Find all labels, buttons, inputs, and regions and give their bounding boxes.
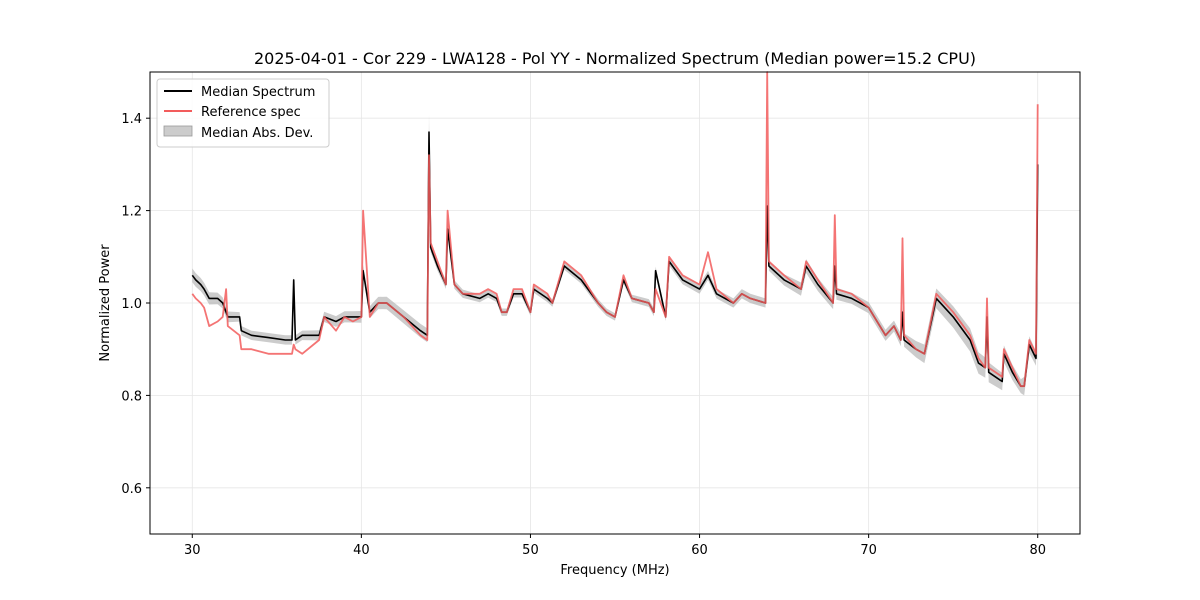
legend-mad-swatch [163,125,193,137]
legend-median-label: Median Spectrum [201,85,315,100]
legend: Median Spectrum Reference spec Median Ab… [156,78,330,148]
x-tick-label: 60 [691,543,708,558]
legend-box [156,78,330,148]
y-tick-label: 1.4 [121,112,142,127]
y-tick-label: 1.0 [121,297,142,312]
x-tick-label: 50 [522,543,539,558]
y-tick-label: 0.6 [121,482,142,497]
y-tick-label: 1.2 [121,205,142,220]
grid [150,72,1080,534]
x-tick-label: 40 [353,543,370,558]
x-tick-label: 30 [184,543,201,558]
legend-reference-label: Reference spec [201,105,301,120]
x-tick-label: 70 [860,543,877,558]
legend-mad-label: Median Abs. Dev. [201,126,313,141]
series-layer [191,71,1039,388]
y-axis-ticks: 0.6 0.8 1.0 1.2 1.4 [121,112,150,497]
chart-title: 2025-04-01 - Cor 229 - LWA128 - Pol YY -… [254,49,976,68]
y-tick-label: 0.8 [121,389,142,404]
y-axis-label: Normalized Power [98,244,113,362]
x-axis-label: Frequency (MHz) [560,563,669,578]
reference-spec-line [191,71,1039,388]
x-axis-ticks: 30 40 50 60 70 80 [184,534,1046,558]
x-tick-label: 80 [1029,543,1046,558]
